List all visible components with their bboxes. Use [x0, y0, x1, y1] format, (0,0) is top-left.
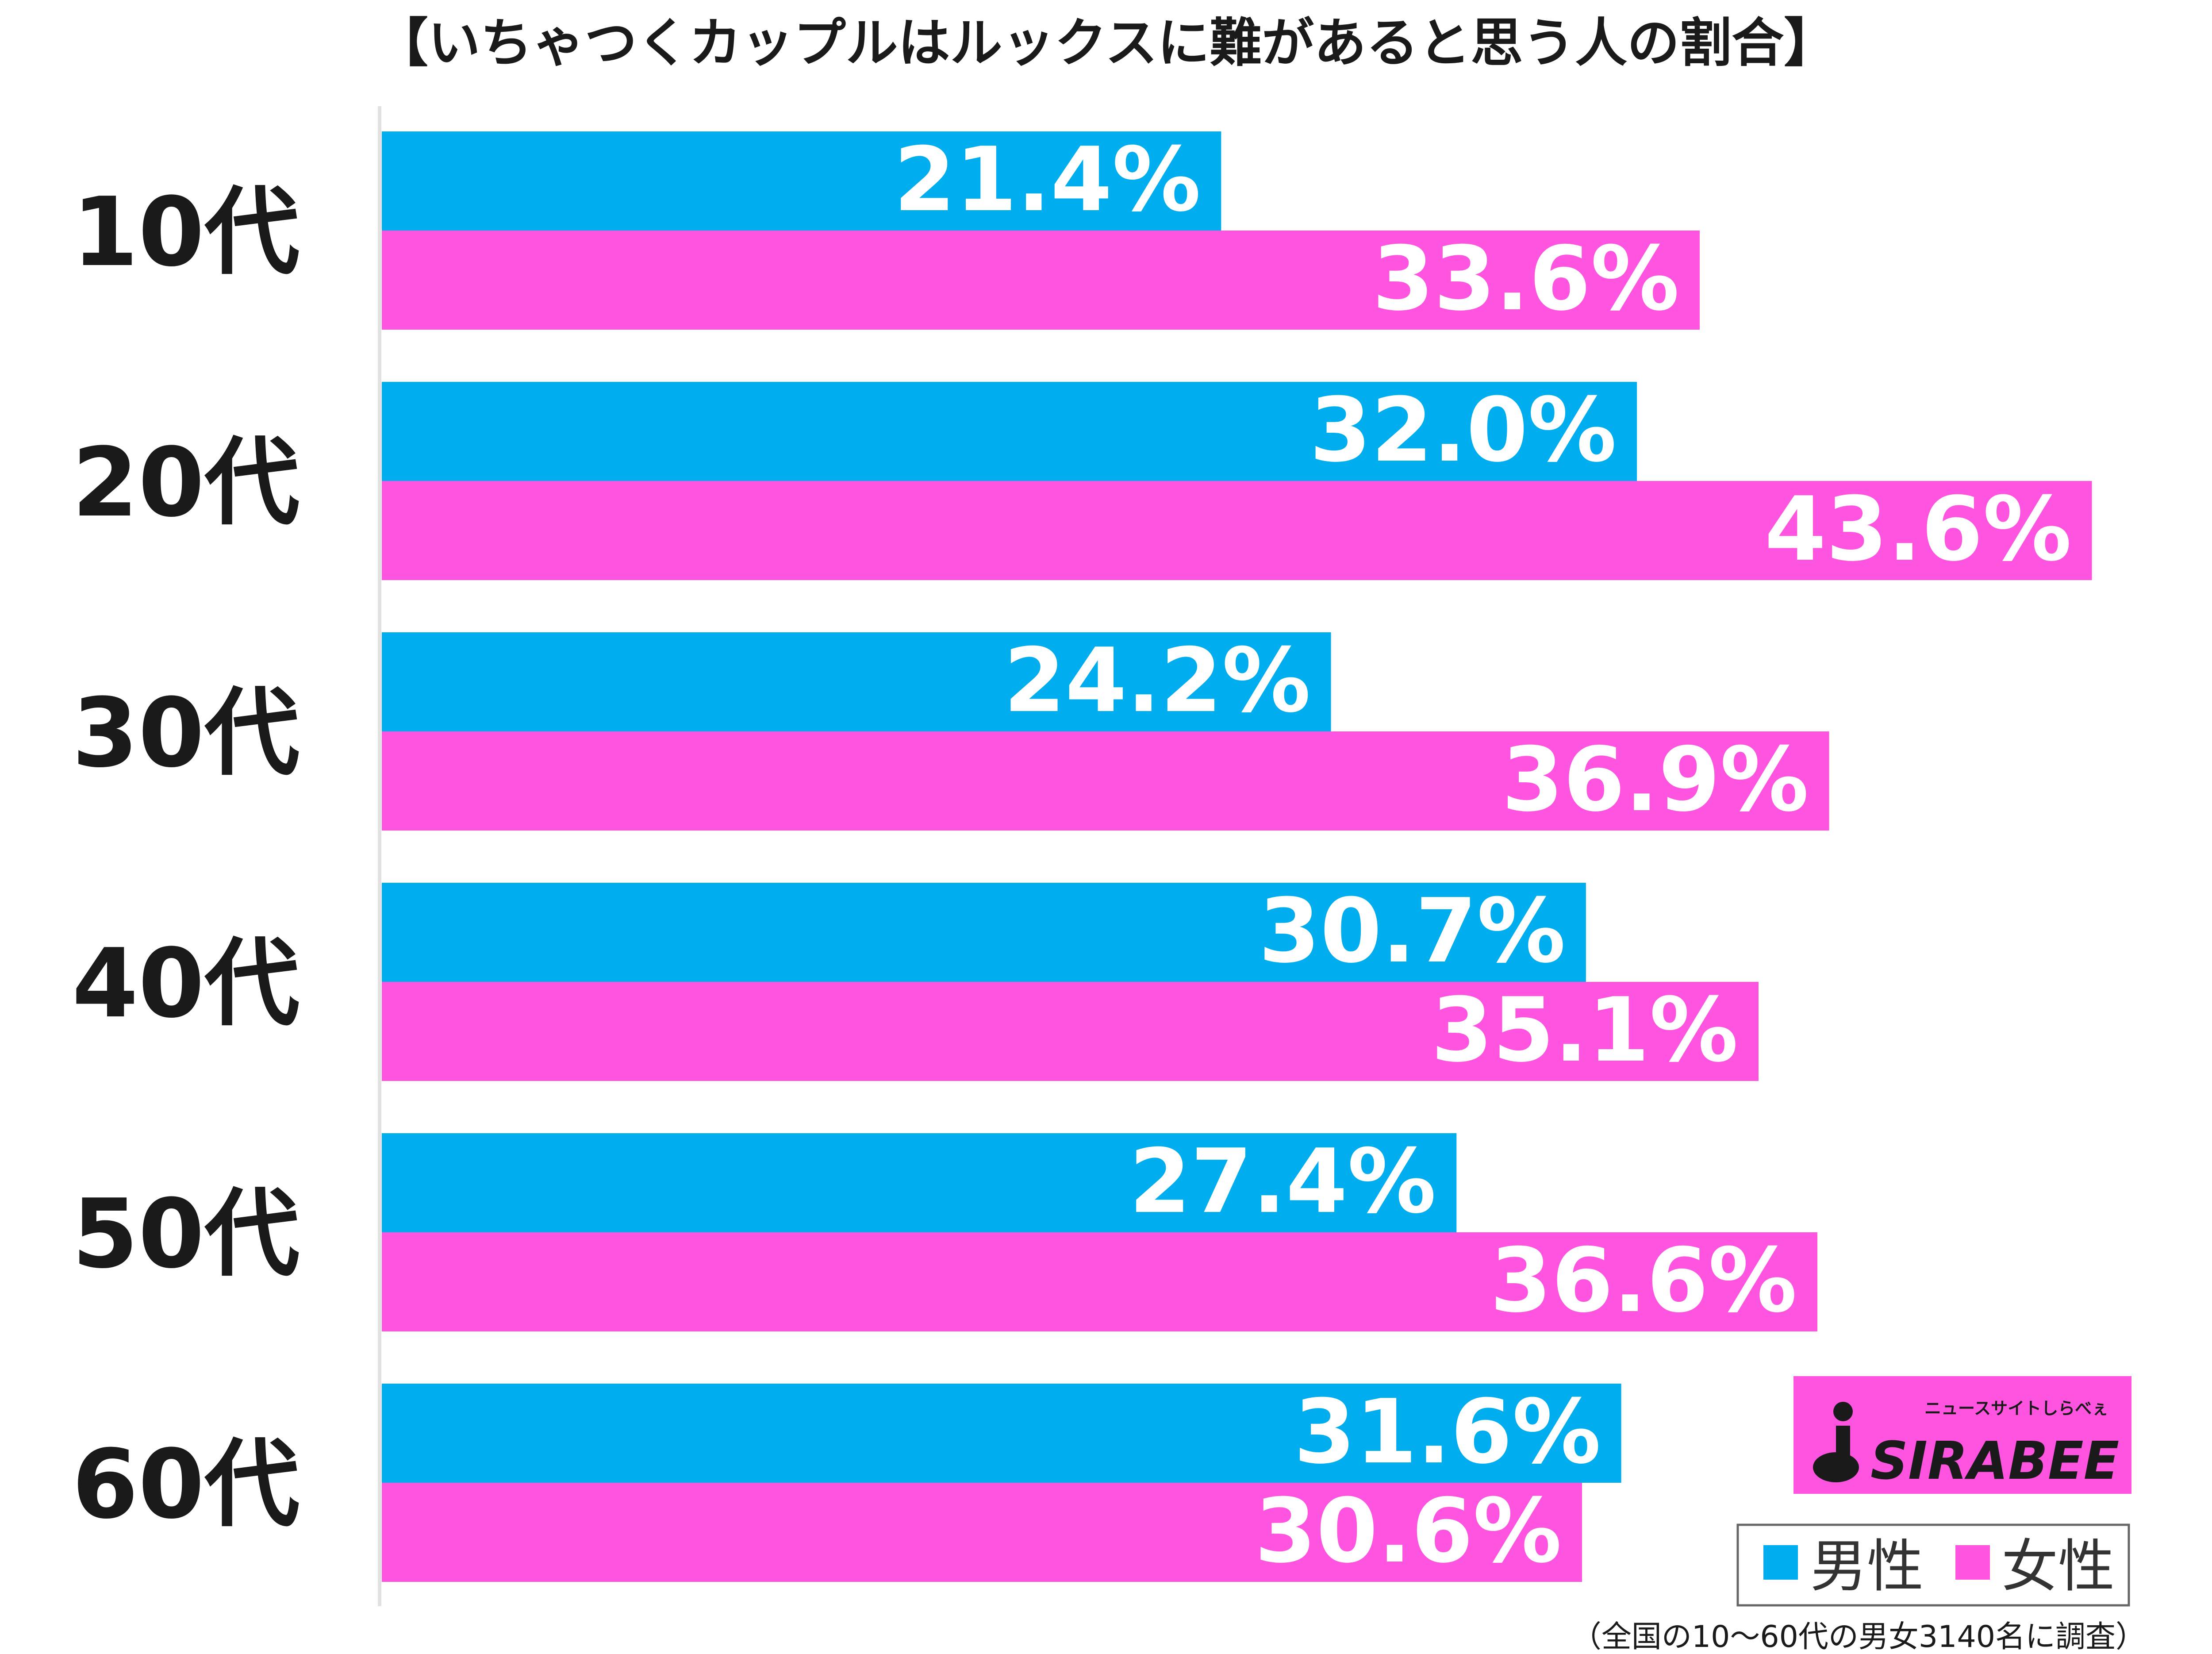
bar-male: [382, 883, 1586, 982]
survey-note: （全国の10〜60代の男女3140名に調査）: [1571, 1619, 2146, 1654]
bar-male: [382, 131, 1221, 231]
bar-female: [382, 982, 1759, 1081]
bar-female: [382, 731, 1829, 831]
bar-female: [382, 1232, 1817, 1331]
bar-female: [382, 1483, 1582, 1582]
bar-value-labels: 21.4% 33.6% 32.0% 43.6% 24.2% 36.9% 30.7%35.1%…: [894, 128, 2071, 1583]
category-labels: 10代 20代 30代 40代 50代 60代: [72, 177, 300, 1540]
category-label: 40代: [72, 928, 300, 1039]
legend-label-female: 女性: [2001, 1534, 2115, 1600]
bar-value-label-female: 43.6%: [1765, 478, 2072, 581]
bar-value-label-female: 36.9%: [1502, 728, 1809, 831]
bar-male: [382, 382, 1637, 481]
sirabee-logo: ニュースサイトしらべぇ SIRABEE: [1793, 1376, 2131, 1494]
legend: 男性 女性: [1736, 1523, 2130, 1607]
category-label: 20代: [72, 427, 300, 538]
bar-value-label-female: 36.6%: [1490, 1229, 1797, 1332]
bar-female: [382, 231, 1700, 330]
bar-value-label-female: 35.1%: [1431, 979, 1738, 1082]
legend-swatch-male: [1763, 1545, 1798, 1580]
bar-value-label-male: 27.4%: [1129, 1130, 1436, 1233]
bars: [382, 131, 2092, 1582]
bar-value-label-male: 24.2%: [1004, 629, 1311, 732]
logo-mark-icon: [1813, 1402, 1859, 1482]
bar-male: [382, 1133, 1457, 1232]
chart-title: 【いちゃつくカップルはルックスに難があると思う人の割合】: [376, 12, 1836, 73]
bar-value-label-male: 30.7%: [1259, 880, 1566, 983]
bar-male: [382, 1384, 1621, 1483]
bar-value-label-male: 21.4%: [894, 128, 1201, 231]
legend-label-male: 男性: [1810, 1534, 1924, 1600]
bar-male: [382, 632, 1331, 731]
category-label: 30代: [72, 677, 300, 789]
bar-value-label-female: 30.6%: [1255, 1480, 1562, 1583]
category-label: 50代: [72, 1178, 300, 1289]
logo-name: SIRABEE: [1870, 1430, 2119, 1491]
legend-box: [1736, 1523, 2130, 1607]
bar-value-label-male: 32.0%: [1310, 379, 1617, 482]
category-label: 10代: [72, 177, 300, 288]
bar-value-label-male: 31.6%: [1294, 1381, 1601, 1484]
bar-female: [382, 481, 2092, 580]
logo-tagline: ニュースサイトしらべぇ: [1924, 1399, 2108, 1418]
legend-swatch-female: [1955, 1545, 1990, 1580]
bar-value-label-female: 33.6%: [1372, 227, 1679, 331]
category-label: 60代: [72, 1429, 300, 1540]
